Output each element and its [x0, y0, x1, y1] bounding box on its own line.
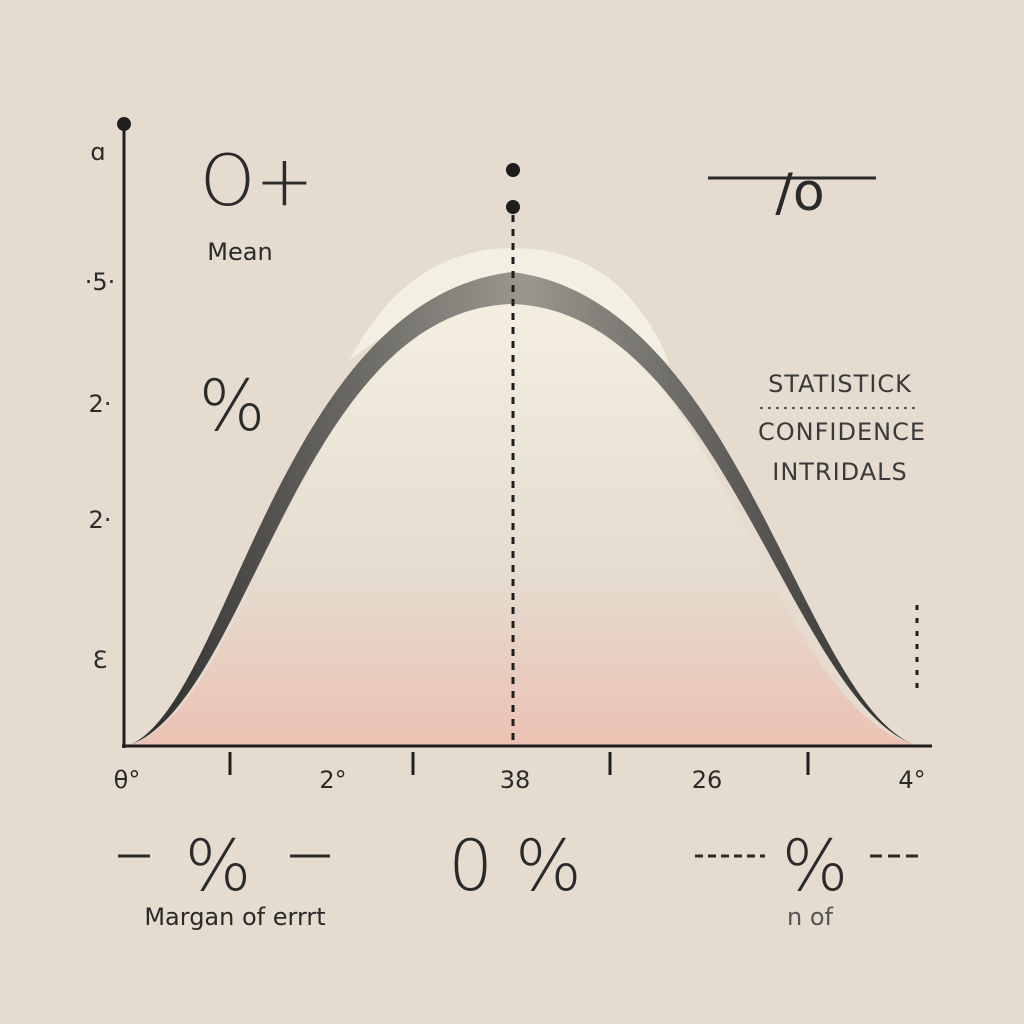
- curve-band: [130, 272, 915, 745]
- y-label: ɑ: [90, 138, 105, 166]
- x-label: 2°: [319, 766, 346, 794]
- side-text: INTRIDALS: [772, 458, 908, 486]
- curve-highlight: [350, 248, 670, 365]
- bottom-percent: %: [185, 825, 252, 907]
- axis-dot: [117, 117, 131, 131]
- y-label: Ɛ: [93, 646, 108, 674]
- side-text: CONFIDENCE: [758, 418, 926, 446]
- dot: [506, 200, 520, 214]
- top-right-symbol: /o: [775, 163, 824, 223]
- mean-label: Mean: [207, 238, 272, 266]
- left-percent: %: [199, 365, 266, 447]
- y-label: 2·: [89, 390, 112, 418]
- caption: Margan of errrt: [144, 903, 325, 931]
- dot: [506, 163, 520, 177]
- curve-area: [130, 300, 915, 745]
- y-label: ·5·: [85, 268, 116, 296]
- caption: n of: [787, 903, 834, 931]
- y-label: 2·: [89, 506, 112, 534]
- x-label: θ°: [114, 766, 141, 794]
- x-label: 38: [500, 766, 531, 794]
- x-label: 4°: [898, 766, 925, 794]
- x-ticks: [228, 752, 810, 775]
- side-text: STATISTICK: [768, 370, 912, 398]
- bottom-percent: %: [782, 825, 849, 907]
- bottom-center: 0 %: [448, 825, 581, 907]
- top-left-symbol: O+: [200, 140, 314, 222]
- x-label: 26: [692, 766, 723, 794]
